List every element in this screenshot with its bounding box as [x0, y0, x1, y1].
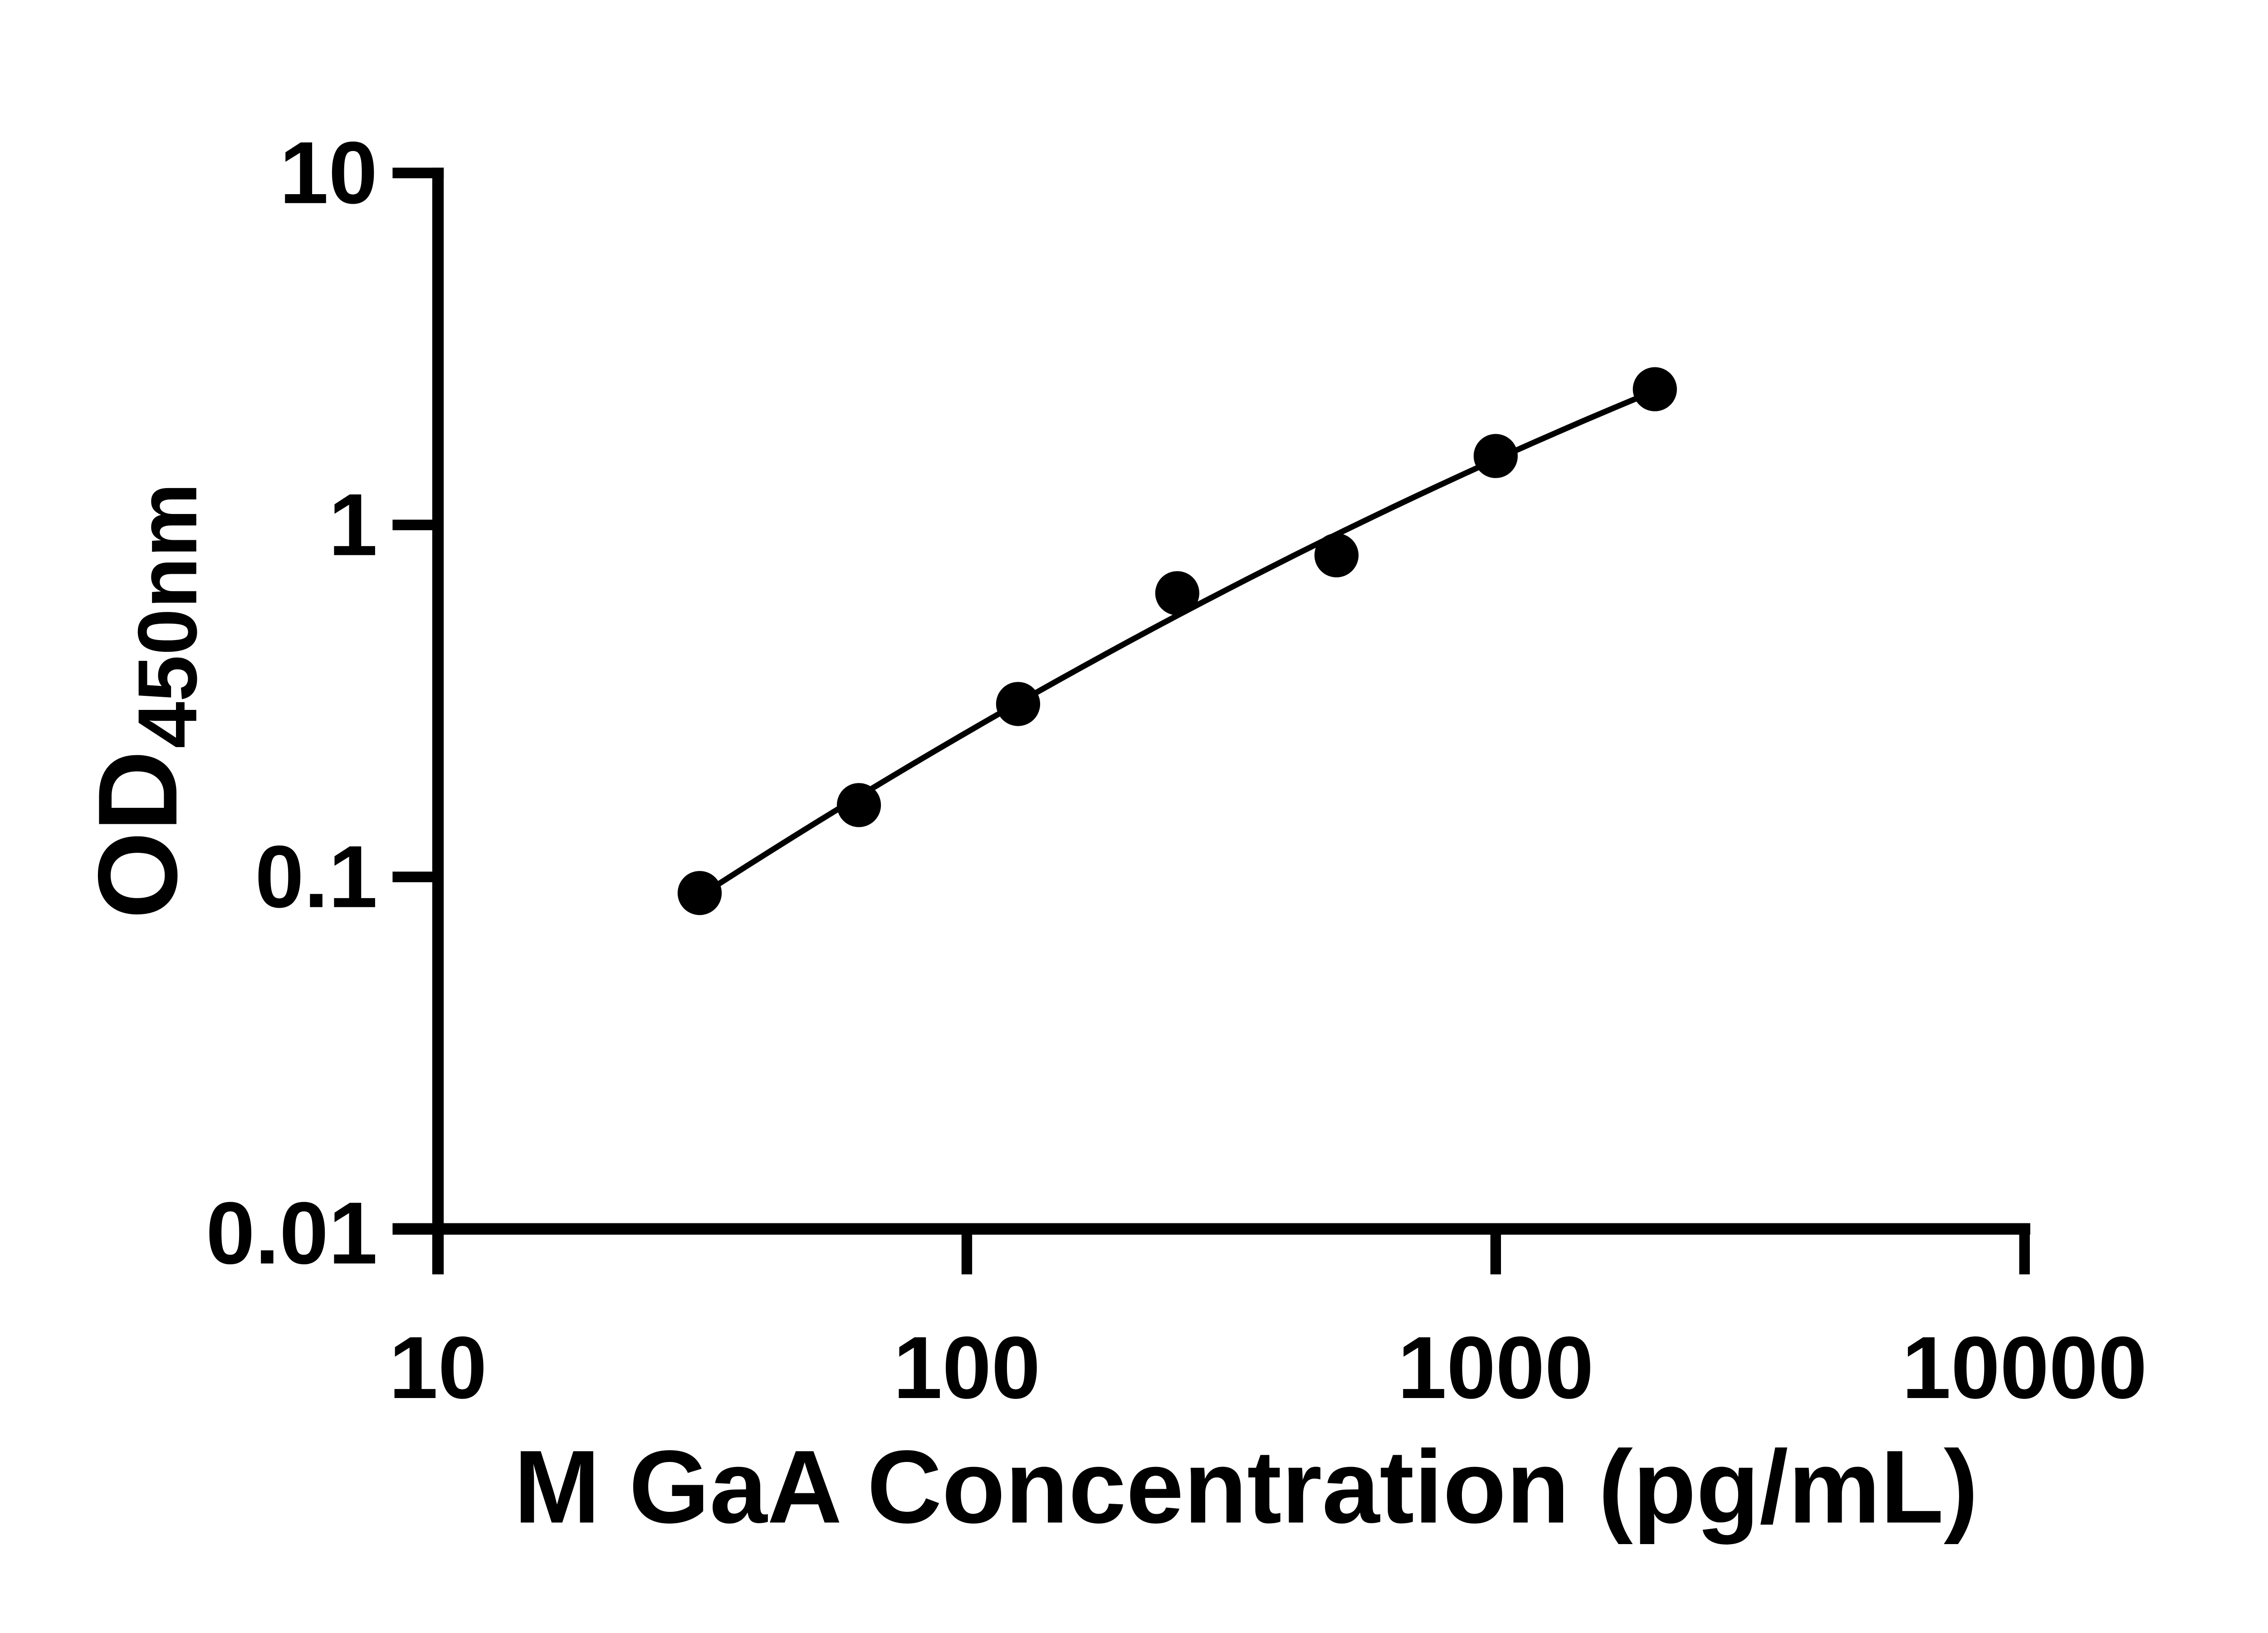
y-axis-title: OD 450nm [75, 483, 215, 919]
y-tick-label-0_01: 0.01 [206, 1184, 378, 1282]
data-point [1155, 571, 1200, 616]
data-point [677, 871, 722, 915]
data-point [836, 783, 881, 827]
x-tick-label-10: 10 [389, 1319, 487, 1417]
y-axis: 10 1 0.1 0.01 OD 450nm [75, 124, 444, 1282]
data-point [1314, 533, 1359, 577]
data-point [1473, 434, 1518, 478]
x-axis: 10 100 1000 10000 M GaA Concentration (p… [389, 1223, 2147, 1545]
x-axis-title: M GaA Concentration (pg/mL) [514, 1429, 1978, 1545]
y-axis-title-subscript: 450nm [121, 483, 215, 748]
x-tick-label-1000: 1000 [1398, 1319, 1594, 1417]
y-tick-label-10: 10 [279, 124, 377, 222]
data-point [1633, 367, 1677, 411]
data-point [996, 682, 1041, 726]
x-tick-label-100: 100 [893, 1319, 1040, 1417]
y-tick-label-0_1: 0.1 [255, 828, 377, 926]
y-axis-title-base: OD [75, 750, 200, 919]
x-tick-label-10000: 10000 [1902, 1319, 2147, 1417]
data-series [677, 367, 1677, 915]
y-tick-label-1: 1 [328, 476, 377, 574]
